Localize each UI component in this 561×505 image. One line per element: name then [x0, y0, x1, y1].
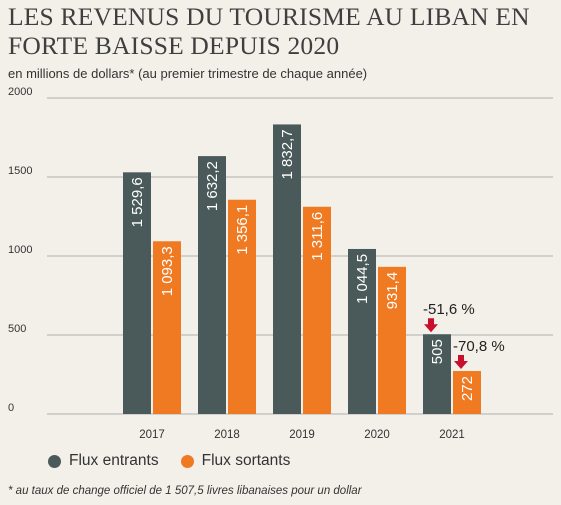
legend-swatch-entrants [48, 454, 61, 468]
legend: Flux entrants Flux sortants [48, 452, 312, 470]
bar-entrants [198, 156, 226, 414]
change-annotation: -70,8 % [453, 338, 505, 355]
change-annotation: -51,6 % [423, 301, 475, 318]
y-tick-label: 1000 [8, 244, 32, 256]
bar-value-label: 931,4 [384, 272, 401, 310]
bar-value-label: 1 529,6 [129, 177, 146, 227]
x-tick-label: 2020 [364, 429, 390, 441]
bar-sortants [453, 371, 481, 414]
bar-value-label: 1 311,6 [309, 212, 326, 261]
bar-value-label: 1 632,2 [204, 161, 221, 211]
bar-entrants [273, 124, 301, 414]
bar-value-label: 1 832,7 [279, 129, 296, 179]
x-tick-label: 2021 [439, 429, 465, 441]
legend-label-sortants: Flux sortants [201, 452, 291, 469]
chart-title: LES REVENUS DU TOURISME AU LIBAN EN FORT… [8, 2, 530, 60]
bar-sortants [228, 199, 256, 414]
bar-value-label: 1 044,5 [354, 254, 371, 304]
bar-value-label: 272 [459, 376, 476, 401]
footnote: * au taux de change officiel de 1 507,5 … [8, 485, 362, 497]
legend-item-entrants: Flux entrants [48, 452, 159, 470]
bar-value-label: 1 093,3 [159, 246, 176, 296]
bar-sortants [303, 206, 331, 414]
y-tick-label: 2000 [8, 86, 32, 98]
chart-subtitle: en millions de dollars* (au premier trim… [8, 66, 368, 81]
bar-entrants [123, 172, 151, 414]
y-tick-label: 500 [8, 323, 26, 335]
down-arrow-icon [454, 355, 468, 370]
y-tick-label: 1500 [8, 165, 32, 177]
legend-label-entrants: Flux entrants [69, 452, 159, 469]
bar-entrants [348, 248, 376, 414]
x-tick-label: 2018 [214, 429, 240, 441]
y-tick-label: 0 [8, 402, 14, 414]
bar-sortants [378, 266, 406, 414]
bar-entrants [423, 334, 451, 414]
x-tick-label: 2019 [289, 429, 315, 441]
bar-sortants [153, 241, 181, 414]
legend-item-sortants: Flux sortants [180, 452, 291, 470]
x-tick-label: 2017 [139, 429, 165, 441]
bar-value-label: 1 356,1 [234, 205, 251, 255]
legend-swatch-sortants [180, 454, 194, 468]
down-arrow-icon [424, 318, 438, 333]
bar-value-label: 505 [429, 339, 446, 364]
